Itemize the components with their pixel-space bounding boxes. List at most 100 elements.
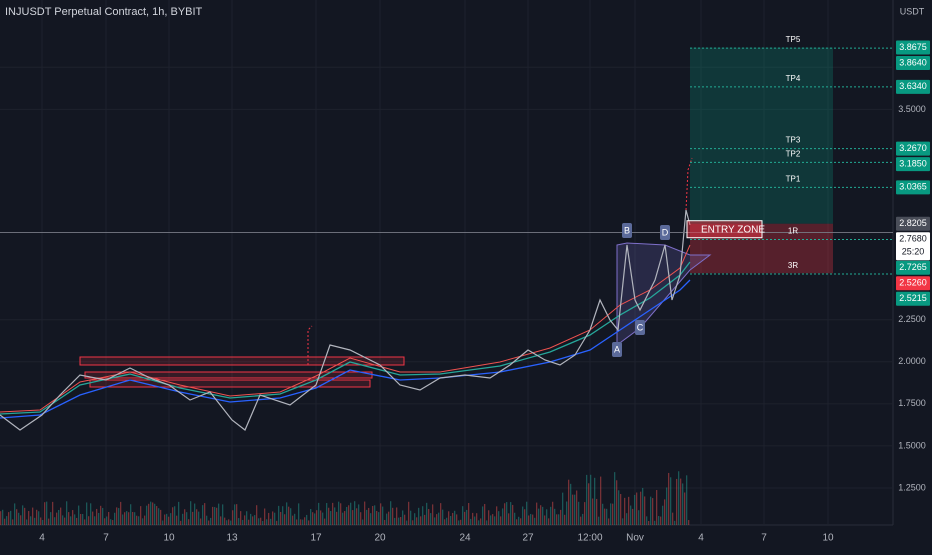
volume-bar: [546, 509, 548, 525]
volume-bar: [648, 520, 650, 525]
volume-bar: [344, 511, 346, 525]
wave-label: B: [624, 225, 630, 235]
volume-bar: [666, 487, 668, 525]
volume-bar: [348, 505, 350, 525]
volume-bar: [36, 509, 38, 525]
x-tick-label: 4: [39, 533, 45, 544]
price-tag: [896, 157, 930, 172]
volume-bar: [164, 514, 166, 525]
volume-bar: [116, 507, 118, 525]
wave-label: C: [637, 322, 644, 332]
volume-bar: [496, 506, 498, 525]
volume-bar: [540, 505, 542, 525]
volume-bar: [270, 518, 272, 525]
wave-label: A: [614, 344, 620, 354]
volume-bar: [594, 477, 596, 525]
volume-bar: [340, 503, 342, 525]
wave-badge: [612, 342, 622, 357]
volume-bar: [174, 506, 176, 525]
volume-bar: [162, 520, 164, 525]
volume-bar: [634, 494, 636, 525]
volume-bar: [478, 520, 480, 525]
volume-bar: [336, 511, 338, 525]
volume-bar: [576, 490, 578, 525]
volume-bar: [506, 502, 508, 525]
volume-bar: [128, 512, 130, 525]
x-tick-label: 12:00: [577, 533, 602, 544]
price-tag: [896, 79, 930, 94]
volume-bar: [512, 504, 514, 525]
volume-bar: [402, 510, 404, 525]
volume-bar: [440, 503, 442, 525]
volume-bar: [250, 513, 252, 525]
volume-bar: [10, 510, 12, 525]
volume-bar: [26, 519, 28, 525]
volume-bar: [552, 501, 554, 525]
volume-bar: [528, 515, 530, 525]
price-tag: [896, 180, 930, 195]
level-name: 1R: [788, 227, 798, 236]
volume-bar: [278, 505, 280, 525]
price-tag-label: 2.7265: [899, 262, 927, 272]
volume-bar: [302, 519, 304, 525]
price-tag: [896, 276, 930, 291]
volume-bar: [196, 509, 198, 525]
volume-bar: [156, 506, 158, 525]
volume-bar: [322, 512, 324, 525]
volume-bar: [464, 511, 466, 525]
pattern-triangle: [616, 242, 712, 346]
volume-bar: [598, 516, 600, 525]
volume-bar: [150, 501, 152, 525]
volume-bar: [14, 503, 16, 525]
volume-bar: [286, 502, 288, 525]
volume-bar: [238, 518, 240, 525]
volume-bar: [526, 501, 528, 525]
volume-bar: [538, 508, 540, 525]
volume-bar: [604, 508, 606, 525]
volume-bar: [202, 505, 204, 525]
volume-bar: [652, 498, 654, 525]
volume-bar: [376, 510, 378, 525]
volume-bar: [562, 492, 564, 525]
volume-bar: [224, 517, 226, 525]
volume-bar: [566, 501, 568, 525]
volume-bar: [678, 471, 680, 525]
volume-bar: [364, 501, 366, 525]
volume-bar: [288, 506, 290, 525]
volume-bar: [2, 509, 4, 525]
price-tag-label: 2.5215: [899, 293, 927, 303]
volume-bar: [412, 520, 414, 525]
volume: [0, 471, 690, 525]
volume-bar: [52, 501, 54, 525]
volume-bar: [120, 501, 122, 525]
volume-bar: [596, 498, 598, 525]
volume-bar: [642, 487, 644, 525]
moving-average: [0, 261, 691, 415]
volume-bar: [62, 515, 64, 525]
volume-bar: [60, 507, 62, 525]
volume-bar: [380, 503, 382, 525]
volume-bar: [114, 512, 116, 525]
volume-bar: [272, 511, 274, 525]
y-tick-label: 3.5000: [898, 104, 926, 114]
volume-bar: [450, 515, 452, 525]
volume-bar: [510, 502, 512, 525]
volume-bar: [578, 501, 580, 525]
volume-bar: [152, 502, 154, 525]
volume-bar: [408, 501, 410, 525]
volume-bar: [66, 501, 68, 525]
volume-bar: [600, 476, 602, 525]
volume-bar: [206, 515, 208, 525]
volume-bar: [146, 505, 148, 525]
volume-bar: [258, 518, 260, 525]
volume-bar: [142, 518, 144, 525]
volume-bar: [122, 514, 124, 525]
volume-bar: [544, 515, 546, 525]
volume-bar: [38, 511, 40, 525]
volume-bar: [100, 505, 102, 525]
volume-bar: [470, 518, 472, 525]
volume-bar: [0, 511, 2, 525]
volume-bar: [236, 504, 238, 525]
y-tick-label: 1.7500: [898, 398, 926, 408]
volume-bar: [682, 483, 684, 525]
